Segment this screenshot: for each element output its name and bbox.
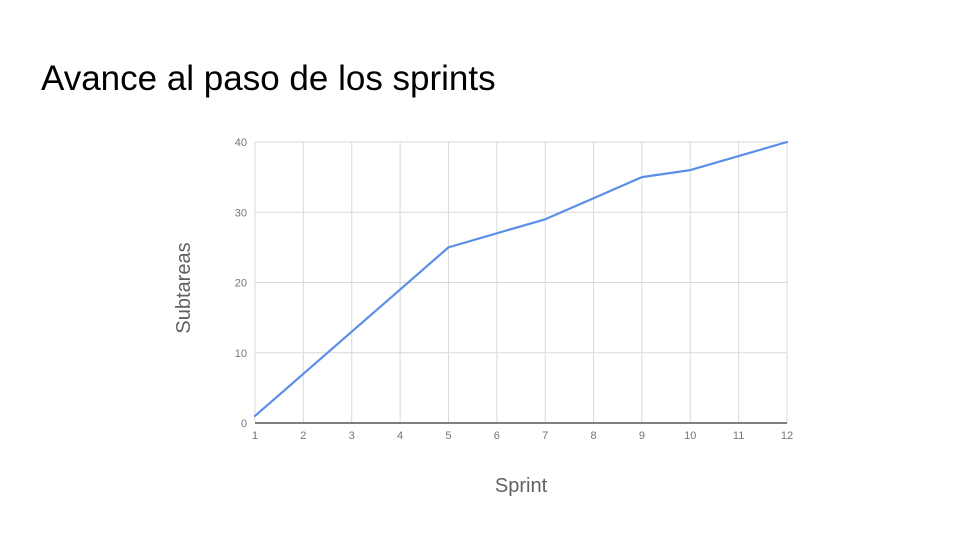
x-tick-label: 1 bbox=[252, 430, 258, 442]
y-axis-title: Subtareas bbox=[173, 242, 195, 333]
x-tick-label: 12 bbox=[781, 430, 793, 442]
slide-title: Avance al paso de los sprints bbox=[41, 59, 496, 98]
x-tick-label: 10 bbox=[684, 430, 696, 442]
series-line bbox=[253, 140, 789, 418]
x-tick-label: 7 bbox=[542, 430, 548, 442]
y-tick-label: 30 bbox=[235, 207, 247, 219]
y-tick-label: 20 bbox=[235, 278, 247, 290]
y-tick-label: 0 bbox=[241, 418, 247, 430]
x-tick-label: 5 bbox=[445, 430, 451, 442]
x-tick-label: 8 bbox=[590, 430, 596, 442]
x-tick-label: 3 bbox=[349, 430, 355, 442]
x-tick-label: 11 bbox=[733, 430, 744, 442]
x-tick-label: 9 bbox=[639, 430, 645, 442]
chart-series bbox=[253, 140, 789, 418]
x-tick-label: 6 bbox=[494, 430, 500, 442]
y-tick-label: 10 bbox=[235, 348, 247, 360]
x-tick-label: 4 bbox=[397, 430, 403, 442]
y-tick-label: 40 bbox=[235, 137, 247, 149]
chart-grid bbox=[254, 141, 788, 423]
x-axis-title: Sprint bbox=[495, 475, 548, 497]
x-tick-label: 2 bbox=[300, 430, 306, 442]
